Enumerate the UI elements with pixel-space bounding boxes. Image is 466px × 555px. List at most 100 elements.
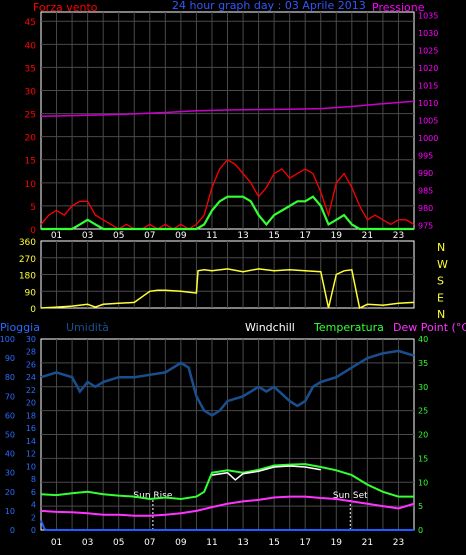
pressure-tick-label: 1035 xyxy=(418,12,438,21)
wind-axis-label: Forza vento xyxy=(33,1,98,14)
wind-speed-line xyxy=(40,158,415,230)
panel1-grid xyxy=(41,12,414,229)
humidity-tick-label: 6 xyxy=(31,488,36,497)
pressure-line xyxy=(40,100,415,118)
humidity-tick-label: 22 xyxy=(26,386,36,395)
x-tick-label: 19 xyxy=(331,231,343,241)
pressure-tick-label: 1020 xyxy=(418,64,438,73)
wind-tick-label: 5 xyxy=(30,203,36,213)
dewpoint-label: Dew Point (°C) xyxy=(393,321,466,334)
rain-axis-label: Pioggia xyxy=(0,321,40,334)
humidity-tick-label: 2 xyxy=(31,513,36,522)
humidity-tick-label: 26 xyxy=(26,360,36,369)
pressure-tick-label: 990 xyxy=(418,169,433,178)
pressure-axis-label: Pressione xyxy=(372,1,425,14)
panel3-x-ticks: 01 03 05 07 09 11 13 15 17 19 21 23 xyxy=(51,538,404,548)
wind-tick-label: 30 xyxy=(25,87,37,97)
wind-tick-label: 35 xyxy=(25,64,36,74)
sun-markers: Sun Rise Sun Set xyxy=(133,491,368,530)
direction-letter: E xyxy=(437,291,444,304)
x-tick-label: 11 xyxy=(206,538,217,548)
rain-tick-label: 60 xyxy=(5,411,15,420)
direction-letter: N xyxy=(437,241,445,254)
wind-tick-label: 10 xyxy=(25,180,37,190)
temperature-tick-label: 0 xyxy=(418,526,423,535)
x-tick-label: 23 xyxy=(393,538,404,548)
temperature-tick-label: 5 xyxy=(418,502,423,511)
humidity-tick-label: 12 xyxy=(26,450,36,459)
temperature-tick-label: 15 xyxy=(418,454,428,463)
x-tick-label: 09 xyxy=(175,538,187,548)
x-tick-label: 07 xyxy=(144,231,155,241)
pressure-tick-label: 995 xyxy=(418,152,433,161)
direction-tick-label: 270 xyxy=(19,255,36,265)
x-tick-label: 21 xyxy=(362,231,373,241)
x-tick-label: 05 xyxy=(113,538,124,548)
rain-tick-label: 20 xyxy=(5,488,15,497)
rain-tick-label: 80 xyxy=(5,373,15,382)
x-tick-label: 15 xyxy=(268,538,279,548)
temperature-tick-label: 10 xyxy=(418,478,428,487)
rain-tick-label: 30 xyxy=(5,469,15,478)
pressure-tick-label: 1030 xyxy=(418,29,438,38)
temperature-label: Temperatura xyxy=(313,321,384,334)
humidity-tick-label: 10 xyxy=(26,462,36,471)
wind-tick-label: 45 xyxy=(25,18,36,28)
rain-tick-label: 0 xyxy=(10,526,15,535)
pressure-tick-label: 1010 xyxy=(418,99,438,108)
x-tick-label: 03 xyxy=(82,538,93,548)
rain-tick-label: 40 xyxy=(5,450,15,459)
x-tick-label: 13 xyxy=(237,231,248,241)
x-tick-label: 01 xyxy=(51,231,62,241)
humidity-tick-label: 0 xyxy=(31,526,36,535)
panel2-grid xyxy=(41,241,414,308)
humidity-tick-label: 18 xyxy=(26,411,36,420)
humidity-line xyxy=(40,349,415,417)
wind-tick-label: 0 xyxy=(30,226,36,236)
humidity-tick-label: 20 xyxy=(26,399,36,408)
x-tick-label: 17 xyxy=(299,538,310,548)
humidity-tick-label: 16 xyxy=(26,424,36,433)
humidity-tick-label: 28 xyxy=(26,348,36,357)
windchill-line xyxy=(211,465,321,481)
pressure-tick-label: 980 xyxy=(418,204,433,213)
pressure-tick-label: 985 xyxy=(418,187,433,196)
x-tick-label: 01 xyxy=(51,538,62,548)
x-tick-label: 09 xyxy=(175,231,187,241)
wind-direction-line xyxy=(40,268,415,310)
panel3-grid xyxy=(41,339,414,530)
direction-tick-label: 90 xyxy=(25,288,37,298)
x-tick-label: 17 xyxy=(299,231,310,241)
temperature-tick-label: 25 xyxy=(418,407,428,416)
x-tick-label: 23 xyxy=(393,231,404,241)
humidity-tick-label: 24 xyxy=(26,373,36,382)
temperature-tick-label: 30 xyxy=(418,383,428,392)
sunrise-label: Sun Rise xyxy=(133,491,172,501)
temperature-tick-label: 20 xyxy=(418,431,428,440)
humidity-tick-label: 14 xyxy=(26,437,36,446)
direction-tick-label: 0 xyxy=(30,305,36,315)
humidity-axis-label: Umidità xyxy=(66,321,109,334)
direction-letter: S xyxy=(437,275,444,288)
rain-tick-label: 70 xyxy=(5,392,15,401)
x-tick-label: 21 xyxy=(362,538,373,548)
x-tick-label: 03 xyxy=(82,231,93,241)
panel2-left-ticks: 0 90 180 270 360 xyxy=(19,238,36,315)
windchill-label: Windchill xyxy=(245,321,295,334)
rain-tick-label: 50 xyxy=(5,431,15,440)
direction-tick-label: 180 xyxy=(19,272,36,282)
pressure-tick-label: 1000 xyxy=(418,134,438,143)
rain-tick-label: 10 xyxy=(5,507,15,516)
x-tick-label: 15 xyxy=(268,231,279,241)
direction-tick-label: 360 xyxy=(19,238,36,248)
humidity-tick-label: 30 xyxy=(26,335,36,344)
x-tick-label: 05 xyxy=(113,231,124,241)
temperature-line xyxy=(40,463,414,501)
graph-title: 24 hour graph day : 03 Aprile 2013 xyxy=(172,0,366,12)
panel1-series xyxy=(40,100,415,231)
rain-ticks: 0 10 20 30 40 50 60 70 80 90 100 xyxy=(0,335,15,535)
humidity-tick-label: 4 xyxy=(31,501,36,510)
